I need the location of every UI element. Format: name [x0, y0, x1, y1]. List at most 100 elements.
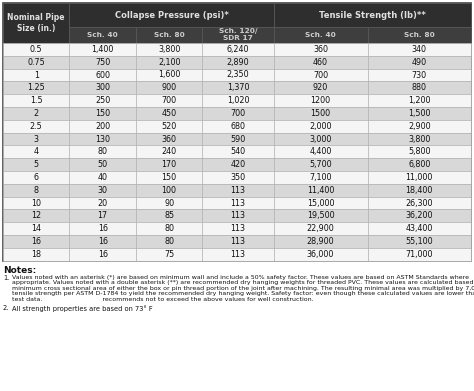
Bar [367, 94, 471, 107]
Text: minimum cross sectional area of either the box or pin thread portion of the join: minimum cross sectional area of either t… [12, 285, 474, 291]
Bar [136, 27, 202, 43]
Bar [273, 27, 367, 43]
Bar [70, 197, 136, 210]
Text: 3,800: 3,800 [158, 45, 180, 54]
Bar [136, 158, 202, 171]
Bar [202, 94, 273, 107]
Bar [70, 3, 273, 27]
Bar [202, 184, 273, 197]
Text: 100: 100 [162, 186, 177, 195]
Bar [136, 235, 202, 248]
Text: 1500: 1500 [310, 109, 330, 118]
Text: 730: 730 [412, 70, 427, 79]
Bar [273, 235, 367, 248]
Text: 700: 700 [313, 70, 328, 79]
Text: 2: 2 [34, 109, 39, 118]
Text: Sch. 120/
SDR 17: Sch. 120/ SDR 17 [219, 29, 257, 41]
Text: Tensile Strength (lb)**: Tensile Strength (lb)** [319, 11, 426, 20]
Bar [3, 210, 70, 222]
Bar [3, 222, 70, 235]
Text: 71,000: 71,000 [406, 250, 433, 259]
Text: 1.25: 1.25 [27, 83, 45, 92]
Text: 900: 900 [162, 83, 177, 92]
Bar [273, 56, 367, 68]
Text: 113: 113 [230, 211, 246, 220]
Text: 8: 8 [34, 186, 39, 195]
Bar [3, 94, 70, 107]
Text: 450: 450 [162, 109, 177, 118]
Bar [3, 133, 70, 145]
Bar [273, 107, 367, 120]
Text: Nominal Pipe
Size (in.): Nominal Pipe Size (in.) [8, 13, 65, 33]
Bar [367, 81, 471, 94]
Text: 113: 113 [230, 224, 246, 233]
Bar [70, 68, 136, 81]
Bar [273, 184, 367, 197]
Text: 80: 80 [164, 237, 174, 246]
Text: 113: 113 [230, 250, 246, 259]
Text: Collapse Pressure (psi)*: Collapse Pressure (psi)* [115, 11, 228, 20]
Text: 590: 590 [230, 135, 246, 143]
Bar [202, 248, 273, 260]
Bar [3, 248, 70, 260]
Bar [273, 43, 367, 56]
Text: 80: 80 [98, 147, 108, 156]
Bar [367, 235, 471, 248]
Text: 6: 6 [34, 173, 39, 182]
Bar [136, 210, 202, 222]
Bar [273, 94, 367, 107]
Text: 40: 40 [98, 173, 108, 182]
Text: 85: 85 [164, 211, 174, 220]
Bar [70, 171, 136, 184]
Bar [367, 145, 471, 158]
Bar [3, 145, 70, 158]
Bar [273, 68, 367, 81]
Bar [3, 107, 70, 120]
Bar [367, 107, 471, 120]
Text: 50: 50 [98, 160, 108, 169]
Text: 55,100: 55,100 [405, 237, 433, 246]
Bar [136, 120, 202, 133]
Text: 11,400: 11,400 [307, 186, 334, 195]
Bar [367, 133, 471, 145]
Bar [136, 94, 202, 107]
Bar [367, 248, 471, 260]
Text: 4,400: 4,400 [310, 147, 332, 156]
Bar [273, 3, 471, 27]
Text: 12: 12 [31, 211, 41, 220]
Bar [202, 81, 273, 94]
Bar [202, 222, 273, 235]
Text: 920: 920 [313, 83, 328, 92]
Text: 300: 300 [95, 83, 110, 92]
Bar [202, 27, 273, 43]
Bar [3, 158, 70, 171]
Bar [70, 184, 136, 197]
Text: 680: 680 [230, 122, 246, 131]
Text: Notes:: Notes: [3, 265, 36, 274]
Text: appropriate. Values noted with a double asterisk (**) are recommended dry hangin: appropriate. Values noted with a double … [12, 280, 474, 285]
Bar [273, 210, 367, 222]
Text: 11,000: 11,000 [406, 173, 433, 182]
Text: 22,900: 22,900 [307, 224, 335, 233]
Bar [273, 133, 367, 145]
Text: 3,000: 3,000 [310, 135, 332, 143]
Text: 1,500: 1,500 [408, 109, 430, 118]
Bar [70, 43, 136, 56]
Bar [202, 145, 273, 158]
Text: 490: 490 [412, 58, 427, 67]
Text: 1,020: 1,020 [227, 96, 249, 105]
Text: 16: 16 [31, 237, 41, 246]
Text: 1,200: 1,200 [408, 96, 430, 105]
Bar [70, 56, 136, 68]
Bar [202, 68, 273, 81]
Bar [136, 184, 202, 197]
Bar [202, 56, 273, 68]
Bar [70, 222, 136, 235]
Text: 150: 150 [95, 109, 110, 118]
Text: 113: 113 [230, 237, 246, 246]
Text: 20: 20 [98, 199, 108, 208]
Bar [70, 145, 136, 158]
Text: 250: 250 [95, 96, 110, 105]
Text: 14: 14 [31, 224, 41, 233]
Bar [273, 81, 367, 94]
